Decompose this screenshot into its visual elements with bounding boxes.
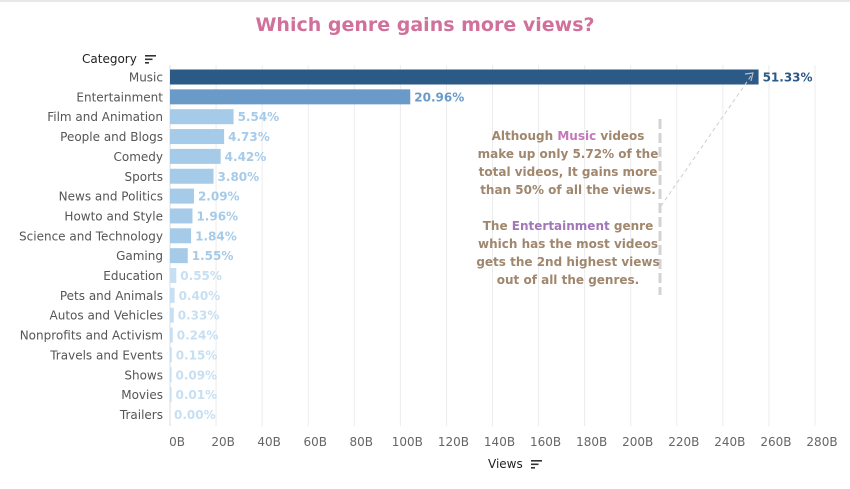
value-label: 0.09%	[176, 368, 218, 382]
value-label: 3.80%	[218, 170, 260, 184]
x-tick-label: 260B	[760, 435, 791, 449]
annotation-text-part: Although	[491, 129, 558, 143]
bar[interactable]	[170, 69, 759, 85]
x-tick-label: 60B	[303, 435, 327, 449]
bar[interactable]	[170, 287, 175, 303]
value-label: 1.96%	[196, 209, 238, 223]
annotation-text-part: genre which has the most videos gets the…	[476, 219, 660, 287]
value-labels: 51.33% 20.96% 5.54% 4.73% 4.42% 3.80% 2.09% 1.9…	[174, 71, 813, 422]
x-tick-label: 100B	[392, 435, 423, 449]
bar[interactable]	[170, 188, 194, 204]
bar[interactable]	[170, 367, 172, 383]
category-label: Movies	[121, 388, 163, 402]
bar[interactable]	[170, 109, 234, 125]
x-axis-title: Views	[488, 457, 523, 471]
sort-icon[interactable]	[144, 55, 156, 64]
x-tick-label: 200B	[622, 435, 653, 449]
category-label: Entertainment	[76, 90, 163, 104]
bar[interactable]	[170, 268, 177, 283]
value-label: 2.09%	[198, 190, 240, 204]
bar[interactable]	[170, 248, 188, 264]
bar[interactable]	[170, 307, 174, 323]
spacer	[476, 199, 660, 217]
x-tick-label: 220B	[668, 435, 699, 449]
annotation-arrowhead	[744, 72, 754, 82]
annotation-paragraph-1: Although Music videos make up only 5.72%…	[476, 127, 660, 199]
top-border	[0, 0, 850, 2]
bar[interactable]	[170, 208, 193, 224]
x-tick-label: 0B	[169, 435, 185, 449]
category-label: Trailers	[119, 408, 163, 422]
category-label: Autos and Vehicles	[50, 309, 163, 323]
value-label: 0.00%	[174, 408, 216, 422]
category-label: Film and Animation	[47, 110, 163, 124]
bar[interactable]	[170, 129, 225, 145]
x-tick-label: 120B	[438, 435, 469, 449]
value-label: 5.54%	[238, 110, 280, 124]
x-tick-label: 20B	[211, 435, 235, 449]
chart-title: Which genre gains more views?	[255, 14, 595, 36]
x-tick-label: 40B	[257, 435, 281, 449]
x-tick-label: 140B	[484, 435, 515, 449]
value-label: 1.84%	[195, 229, 237, 243]
bar[interactable]	[170, 347, 172, 363]
x-tick-label: 180B	[576, 435, 607, 449]
bar[interactable]	[170, 387, 172, 403]
bar[interactable]	[170, 89, 411, 105]
bar[interactable]	[170, 327, 173, 343]
x-tick-label: 240B	[714, 435, 745, 449]
category-header-label: Category	[82, 52, 137, 66]
category-label: Education	[103, 269, 163, 283]
value-label: 0.01%	[176, 388, 218, 402]
sort-icon[interactable]	[530, 460, 542, 469]
value-label: 1.55%	[192, 249, 234, 263]
category-label: Music	[129, 71, 163, 85]
annotation-paragraph-2: The Entertainment genre which has the mo…	[476, 217, 660, 289]
category-label: Science and Technology	[19, 229, 163, 243]
category-label: Nonprofits and Activism	[20, 329, 163, 343]
x-axis-header[interactable]: Views	[488, 457, 542, 471]
category-label: Shows	[124, 368, 163, 382]
category-label: Howto and Style	[64, 209, 163, 223]
category-label: Gaming	[116, 249, 163, 263]
value-label: 4.42%	[225, 150, 267, 164]
bars	[170, 69, 759, 403]
highlight-entertainment: Entertainment	[511, 219, 610, 233]
category-label: People and Blogs	[60, 130, 163, 144]
annotation-text-part: videos make up only 5.72% of the total v…	[477, 129, 659, 197]
category-label: Pets and Animals	[60, 289, 163, 303]
gridlines	[169, 65, 816, 426]
annotation-arrow	[660, 72, 754, 207]
bar[interactable]	[170, 148, 221, 164]
value-label: 0.24%	[177, 329, 219, 343]
value-label: 20.96%	[414, 90, 464, 104]
annotation-text: Although Music videos make up only 5.72%…	[476, 127, 660, 289]
x-tick-label: 80B	[350, 435, 374, 449]
value-label: 0.40%	[179, 289, 221, 303]
highlight-music: Music	[557, 129, 597, 143]
annotation-text-part: The	[482, 219, 512, 233]
category-label: Travels and Events	[49, 348, 163, 362]
value-label: 0.15%	[176, 348, 218, 362]
category-label: Sports	[125, 170, 163, 184]
category-label: Comedy	[113, 150, 163, 164]
category-label: News and Politics	[59, 190, 163, 204]
value-label: 0.55%	[180, 269, 222, 283]
category-labels: Music Entertainment Film and Animation Peop…	[19, 71, 163, 422]
bar[interactable]	[170, 168, 214, 184]
value-label: 51.33%	[763, 71, 813, 85]
x-tick-label: 160B	[530, 435, 561, 449]
category-header[interactable]: Category	[82, 52, 156, 66]
x-tick-labels: 0B 20B 40B 60B 80B 100B 120B 140B 160B 180B 200B 22…	[169, 435, 838, 449]
value-label: 0.33%	[178, 309, 220, 323]
value-label: 4.73%	[228, 130, 270, 144]
x-tick-label: 280B	[806, 435, 837, 449]
bar[interactable]	[170, 228, 192, 244]
